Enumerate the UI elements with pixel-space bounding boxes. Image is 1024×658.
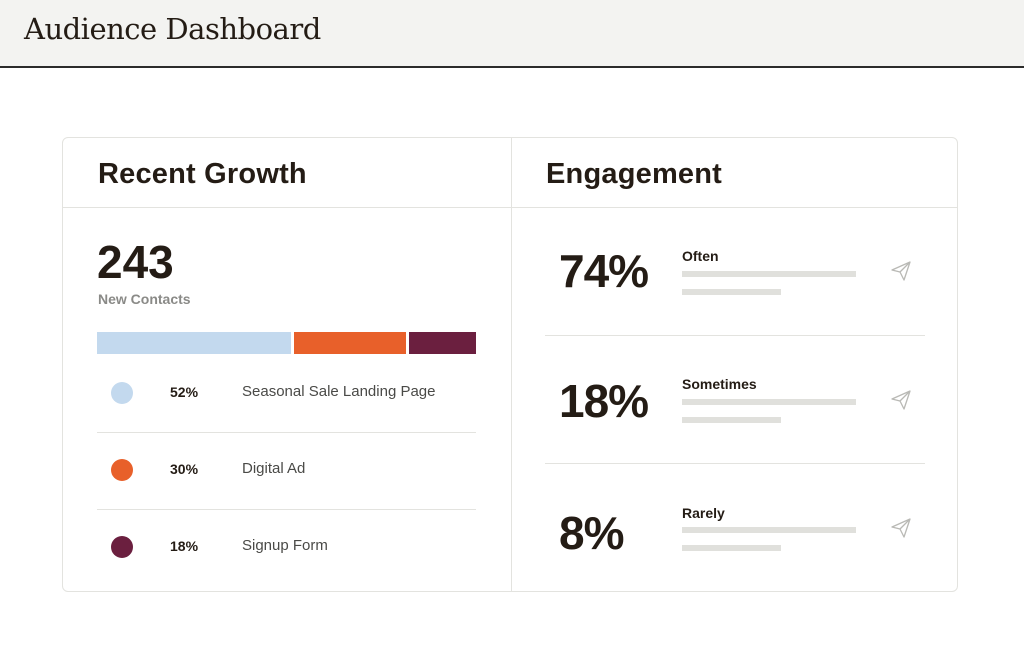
new-contacts-label: New Contacts: [98, 291, 191, 307]
new-contacts-count: 243: [97, 236, 174, 288]
engagement-row-often: 74% Often: [545, 208, 925, 336]
legend-item-signup-form: 18% Signup Form: [97, 510, 476, 587]
paper-plane-icon: [891, 261, 911, 281]
engagement-percent: 8%: [559, 507, 624, 559]
placeholder-line: [682, 527, 856, 533]
legend-item-landing-page: 52% Seasonal Sale Landing Page: [97, 356, 476, 433]
header-divider: [63, 207, 957, 208]
legend-dot: [111, 382, 133, 404]
bar-segment-signup-form: [408, 332, 476, 354]
dashboard-card: Recent Growth 243 New Contacts 52% Seaso…: [62, 137, 958, 592]
placeholder-line: [682, 417, 781, 423]
bar-segment-digital-ad: [293, 332, 406, 354]
engagement-percent: 18%: [559, 375, 649, 427]
engagement-label: Often: [682, 248, 719, 264]
legend-percent: 52%: [170, 384, 199, 400]
legend-label: Signup Form: [242, 537, 328, 554]
legend-dot: [111, 459, 133, 481]
legend-label: Seasonal Sale Landing Page: [242, 383, 436, 400]
engagement-row-sometimes: 18% Sometimes: [545, 336, 925, 464]
growth-stacked-bar: [97, 332, 476, 354]
engagement-label: Sometimes: [682, 376, 757, 392]
recent-growth-title: Recent Growth: [98, 158, 307, 190]
engagement-title: Engagement: [546, 158, 723, 190]
paper-plane-icon: [891, 518, 911, 538]
column-divider: [511, 138, 512, 591]
top-bar: Audience Dashboard: [0, 0, 1024, 68]
legend-percent: 30%: [170, 461, 199, 477]
legend-label: Digital Ad: [242, 460, 306, 477]
placeholder-line: [682, 271, 856, 277]
placeholder-line: [682, 545, 781, 551]
engagement-percent: 74%: [559, 245, 649, 297]
legend-percent: 18%: [170, 538, 199, 554]
engagement-label: Rarely: [682, 505, 725, 521]
page-title: Audience Dashboard: [24, 12, 321, 46]
paper-plane-icon: [891, 390, 911, 410]
legend-dot: [111, 536, 133, 558]
engagement-row-rarely: 8% Rarely: [545, 464, 925, 592]
bar-segment-landing-page: [97, 332, 291, 354]
placeholder-line: [682, 289, 781, 295]
placeholder-line: [682, 399, 856, 405]
legend-item-digital-ad: 30% Digital Ad: [97, 433, 476, 510]
